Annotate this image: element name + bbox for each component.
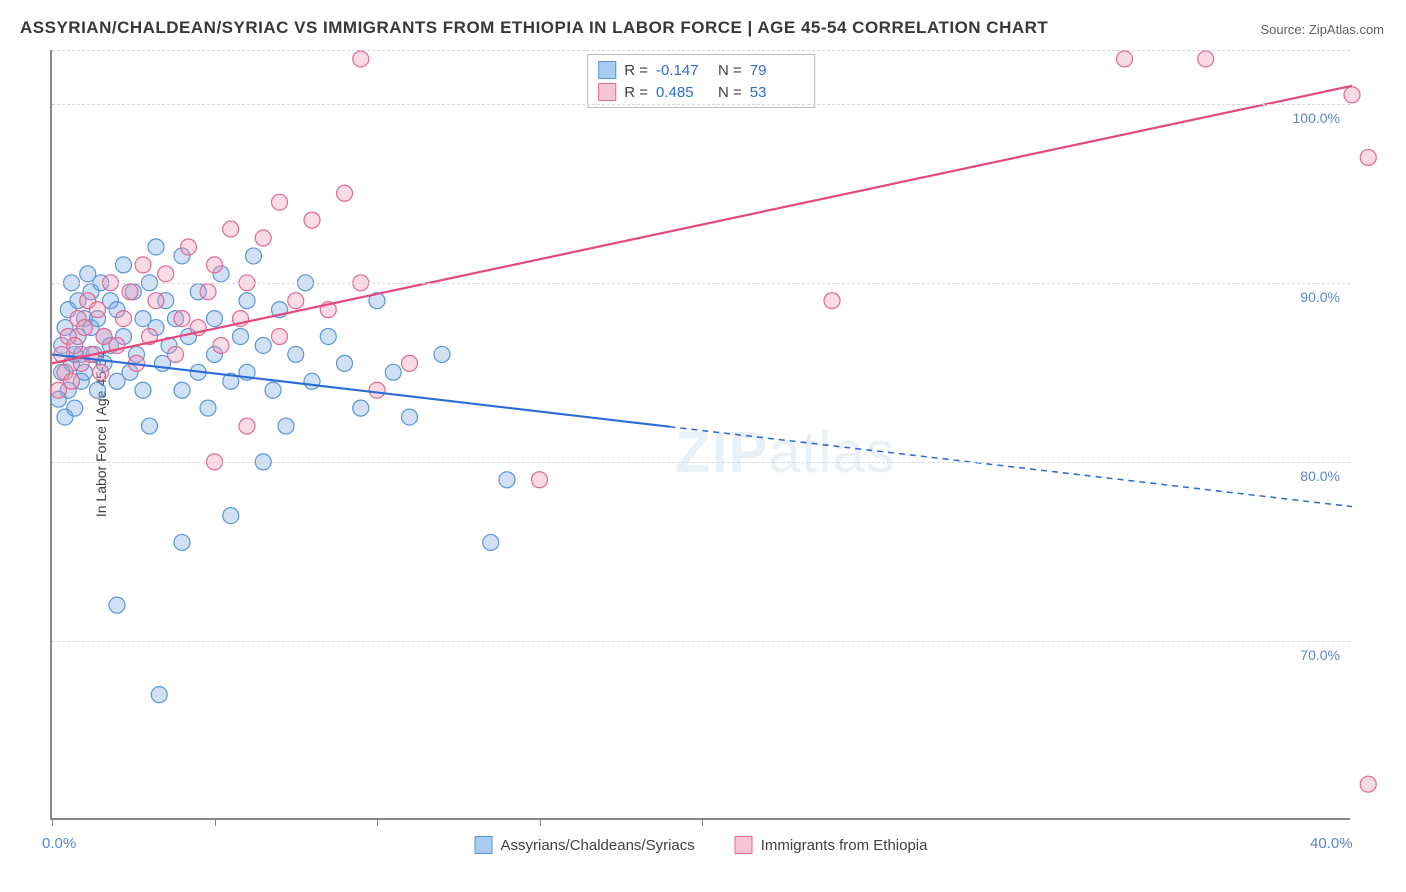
data-point xyxy=(824,293,840,309)
data-point xyxy=(207,311,223,327)
data-point xyxy=(246,248,262,264)
x-tick xyxy=(702,818,703,826)
data-point xyxy=(142,418,158,434)
data-point xyxy=(255,337,271,353)
data-point xyxy=(239,418,255,434)
data-point xyxy=(272,194,288,210)
data-point xyxy=(1198,51,1214,67)
data-point xyxy=(304,212,320,228)
data-point xyxy=(402,355,418,371)
swatch-icon xyxy=(735,836,753,854)
y-tick-label: 90.0% xyxy=(1300,289,1340,305)
data-point xyxy=(174,382,190,398)
data-point xyxy=(122,284,138,300)
plot-area: In Labor Force | Age 45-54 ZIPatlas R = … xyxy=(50,50,1350,820)
legend-item: Immigrants from Ethiopia xyxy=(735,836,928,854)
gridline xyxy=(52,462,1350,463)
series-legend: Assyrians/Chaldeans/Syriacs Immigrants f… xyxy=(475,836,928,854)
x-tick-label: 0.0% xyxy=(42,835,76,852)
data-point xyxy=(200,284,216,300)
data-point xyxy=(90,382,106,398)
data-point xyxy=(402,409,418,425)
data-point xyxy=(320,329,336,345)
data-point xyxy=(1344,87,1360,103)
data-point xyxy=(1360,149,1376,165)
data-point xyxy=(233,329,249,345)
x-tick xyxy=(52,818,53,826)
data-point xyxy=(67,400,83,416)
data-point xyxy=(223,508,239,524)
chart-canvas xyxy=(52,50,1350,818)
data-point xyxy=(168,346,184,362)
y-tick-label: 80.0% xyxy=(1300,468,1340,484)
data-point xyxy=(304,373,320,389)
data-point xyxy=(499,472,515,488)
data-point xyxy=(64,373,80,389)
data-point xyxy=(265,382,281,398)
data-point xyxy=(213,337,229,353)
legend-label: Immigrants from Ethiopia xyxy=(761,837,928,854)
data-point xyxy=(337,185,353,201)
data-point xyxy=(1117,51,1133,67)
data-point xyxy=(239,293,255,309)
data-point xyxy=(90,302,106,318)
data-point xyxy=(109,597,125,613)
data-point xyxy=(116,311,132,327)
source-label: Source: ZipAtlas.com xyxy=(1260,22,1384,37)
data-point xyxy=(353,51,369,67)
data-point xyxy=(207,257,223,273)
data-point xyxy=(148,239,164,255)
swatch-icon xyxy=(475,836,493,854)
data-point xyxy=(135,382,151,398)
x-tick xyxy=(540,818,541,826)
data-point xyxy=(272,329,288,345)
y-tick-label: 70.0% xyxy=(1300,647,1340,663)
data-point xyxy=(200,400,216,416)
data-point xyxy=(135,257,151,273)
gridline xyxy=(52,641,1350,642)
data-point xyxy=(93,364,109,380)
data-point xyxy=(385,364,401,380)
data-point xyxy=(181,239,197,255)
data-point xyxy=(532,472,548,488)
gridline xyxy=(52,104,1350,105)
x-tick-label: 40.0% xyxy=(1310,835,1353,852)
data-point xyxy=(223,221,239,237)
data-point xyxy=(434,346,450,362)
legend-label: Assyrians/Chaldeans/Syriacs xyxy=(501,837,695,854)
data-point xyxy=(369,382,385,398)
data-point xyxy=(151,687,167,703)
data-point xyxy=(353,400,369,416)
data-point xyxy=(337,355,353,371)
legend-item: Assyrians/Chaldeans/Syriacs xyxy=(475,836,695,854)
y-tick-label: 100.0% xyxy=(1293,110,1340,126)
gridline xyxy=(52,283,1350,284)
data-point xyxy=(158,266,174,282)
data-point xyxy=(77,320,93,336)
data-point xyxy=(288,346,304,362)
data-point xyxy=(67,337,83,353)
chart-title: ASSYRIAN/CHALDEAN/SYRIAC VS IMMIGRANTS F… xyxy=(20,18,1048,38)
data-point xyxy=(174,534,190,550)
data-point xyxy=(1360,776,1376,792)
data-point xyxy=(148,293,164,309)
regression-line xyxy=(52,86,1352,364)
data-point xyxy=(116,257,132,273)
data-point xyxy=(255,230,271,246)
data-point xyxy=(174,311,190,327)
data-point xyxy=(483,534,499,550)
x-tick xyxy=(377,818,378,826)
regression-line-extrapolated xyxy=(670,427,1353,507)
data-point xyxy=(278,418,294,434)
x-tick xyxy=(215,818,216,826)
data-point xyxy=(288,293,304,309)
